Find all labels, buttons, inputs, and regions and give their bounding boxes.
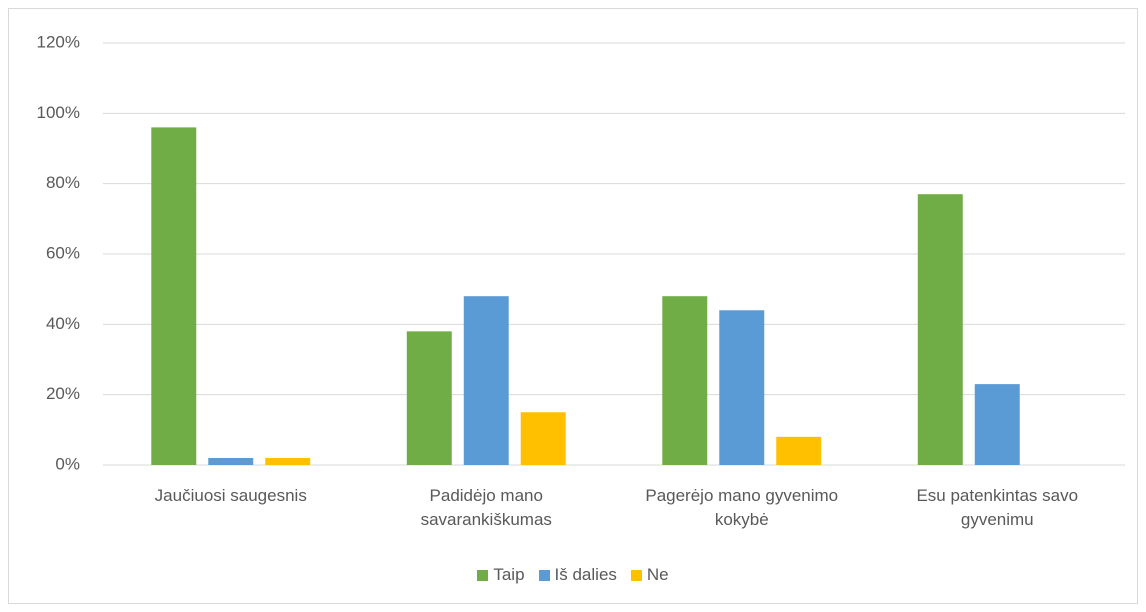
y-tick-label: 100%: [37, 103, 80, 122]
y-tick-label: 120%: [37, 32, 80, 51]
bar: [520, 412, 566, 465]
legend-swatch: [630, 569, 642, 581]
legend-item: Iš dalies: [538, 565, 617, 585]
x-tick-label: Padidėjo mano savarankiškumas: [420, 486, 552, 529]
bar: [917, 194, 963, 465]
bar: [974, 384, 1020, 465]
y-tick-label: 20%: [46, 384, 80, 403]
bar: [662, 296, 708, 465]
bar: [719, 310, 765, 465]
y-tick-label: 0%: [55, 454, 80, 473]
x-tick-label: Jaučiuosi saugesnis: [154, 486, 307, 505]
y-tick-label: 80%: [46, 173, 80, 192]
legend-item: Taip: [477, 565, 525, 585]
bar: [463, 296, 509, 465]
bar: [265, 457, 311, 465]
x-tick-label: Esu patenkintas savo gyvenimu: [916, 486, 1079, 529]
bar: [406, 331, 452, 465]
bar: [151, 127, 197, 466]
legend-label: Taip: [493, 565, 525, 584]
bar: [208, 457, 254, 465]
legend-label: Iš dalies: [554, 565, 617, 584]
y-tick-label: 60%: [46, 243, 80, 262]
legend-swatch: [538, 569, 550, 581]
legend-item: Ne: [630, 565, 669, 585]
legend-swatch: [477, 569, 489, 581]
x-tick-label: Pagerėjo mano gyvenimo kokybė: [645, 486, 839, 529]
bar: [776, 436, 822, 465]
legend: Taip Iš dalies Ne: [0, 565, 1146, 585]
legend-label: Ne: [646, 565, 669, 584]
y-tick-label: 40%: [46, 314, 80, 333]
